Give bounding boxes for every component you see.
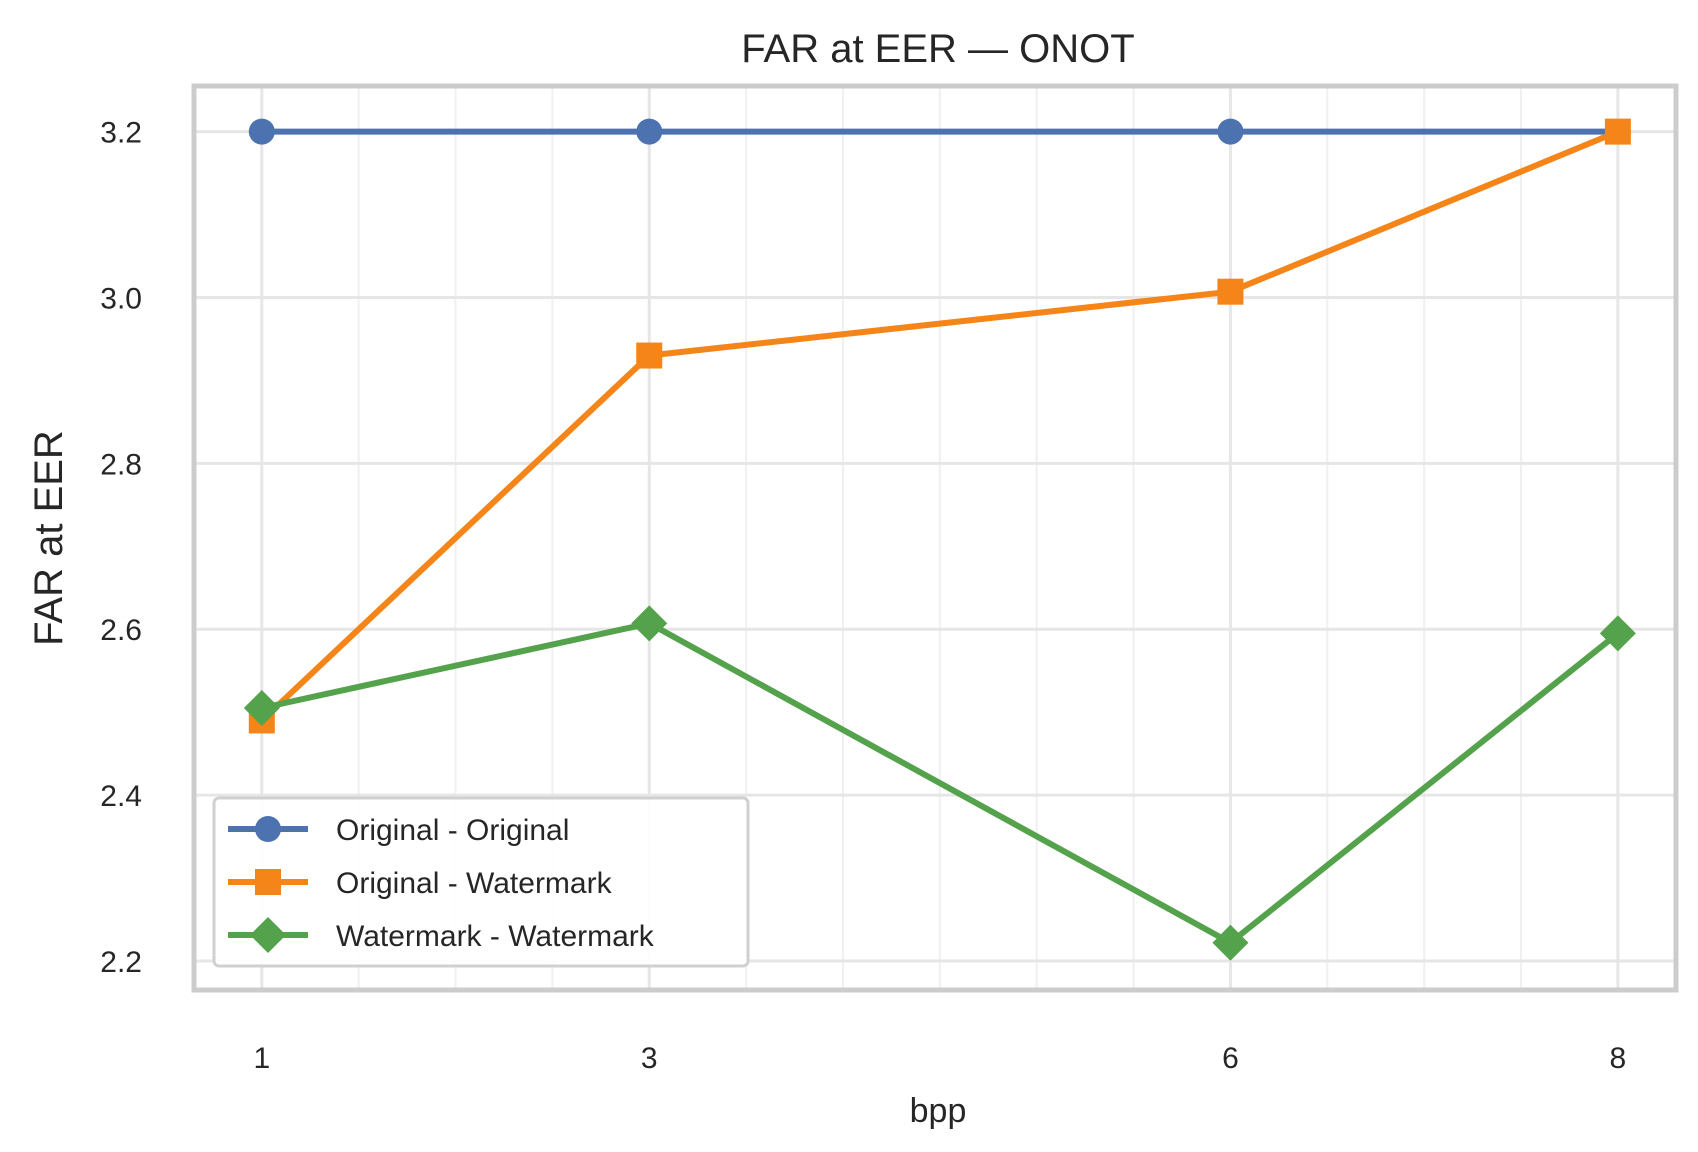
data-point xyxy=(631,605,668,642)
legend-label: Original - Watermark xyxy=(336,867,613,900)
legend: Original - Original Original - Watermark W… xyxy=(212,796,750,968)
grid xyxy=(194,86,1676,990)
data-point xyxy=(1217,118,1244,145)
ticks: 1 3 6 8 2.2 2.4 2.6 2.8 3.0 3.2 xyxy=(100,117,1626,1075)
series-Watermark - Watermark xyxy=(243,605,1636,961)
series-Original - Original xyxy=(248,118,1621,145)
y-tick-label: 2.8 xyxy=(100,448,142,481)
data-point xyxy=(248,118,275,145)
data-point xyxy=(636,118,663,145)
legend-label: Original - Original xyxy=(336,814,569,847)
y-tick-label: 2.2 xyxy=(100,946,142,979)
y-tick-label: 3.2 xyxy=(100,117,142,150)
y-axis-label: FAR at EER xyxy=(27,430,71,646)
legend-box xyxy=(212,796,750,968)
series-line xyxy=(258,128,1621,724)
plot-frame xyxy=(191,83,1679,993)
chart-title: FAR at EER — ONOT xyxy=(741,27,1134,71)
x-tick-label: 1 xyxy=(253,1042,270,1075)
legend-item: Original - Watermark xyxy=(228,867,613,900)
data-point xyxy=(1212,924,1249,961)
x-axis-label: bpp xyxy=(910,1092,967,1130)
data-point xyxy=(1604,118,1631,145)
data-point xyxy=(636,342,663,369)
y-tick-label: 2.4 xyxy=(100,780,142,813)
data-point xyxy=(1599,615,1636,652)
x-tick-label: 6 xyxy=(1222,1042,1239,1075)
x-tick-label: 3 xyxy=(641,1042,658,1075)
y-tick-label: 2.6 xyxy=(100,614,142,647)
data-point xyxy=(1217,278,1244,305)
y-tick-label: 3.0 xyxy=(100,282,142,315)
legend-marker xyxy=(255,816,281,842)
legend-marker xyxy=(255,869,281,895)
legend-marker xyxy=(250,917,286,953)
legend-item: Original - Original xyxy=(228,814,569,847)
x-tick-label: 8 xyxy=(1610,1042,1627,1075)
legend-item: Watermark - Watermark xyxy=(228,917,655,953)
series-layer xyxy=(243,118,1636,961)
series-line xyxy=(258,620,1621,946)
legend-label: Watermark - Watermark xyxy=(336,920,655,953)
data-point xyxy=(243,690,280,727)
